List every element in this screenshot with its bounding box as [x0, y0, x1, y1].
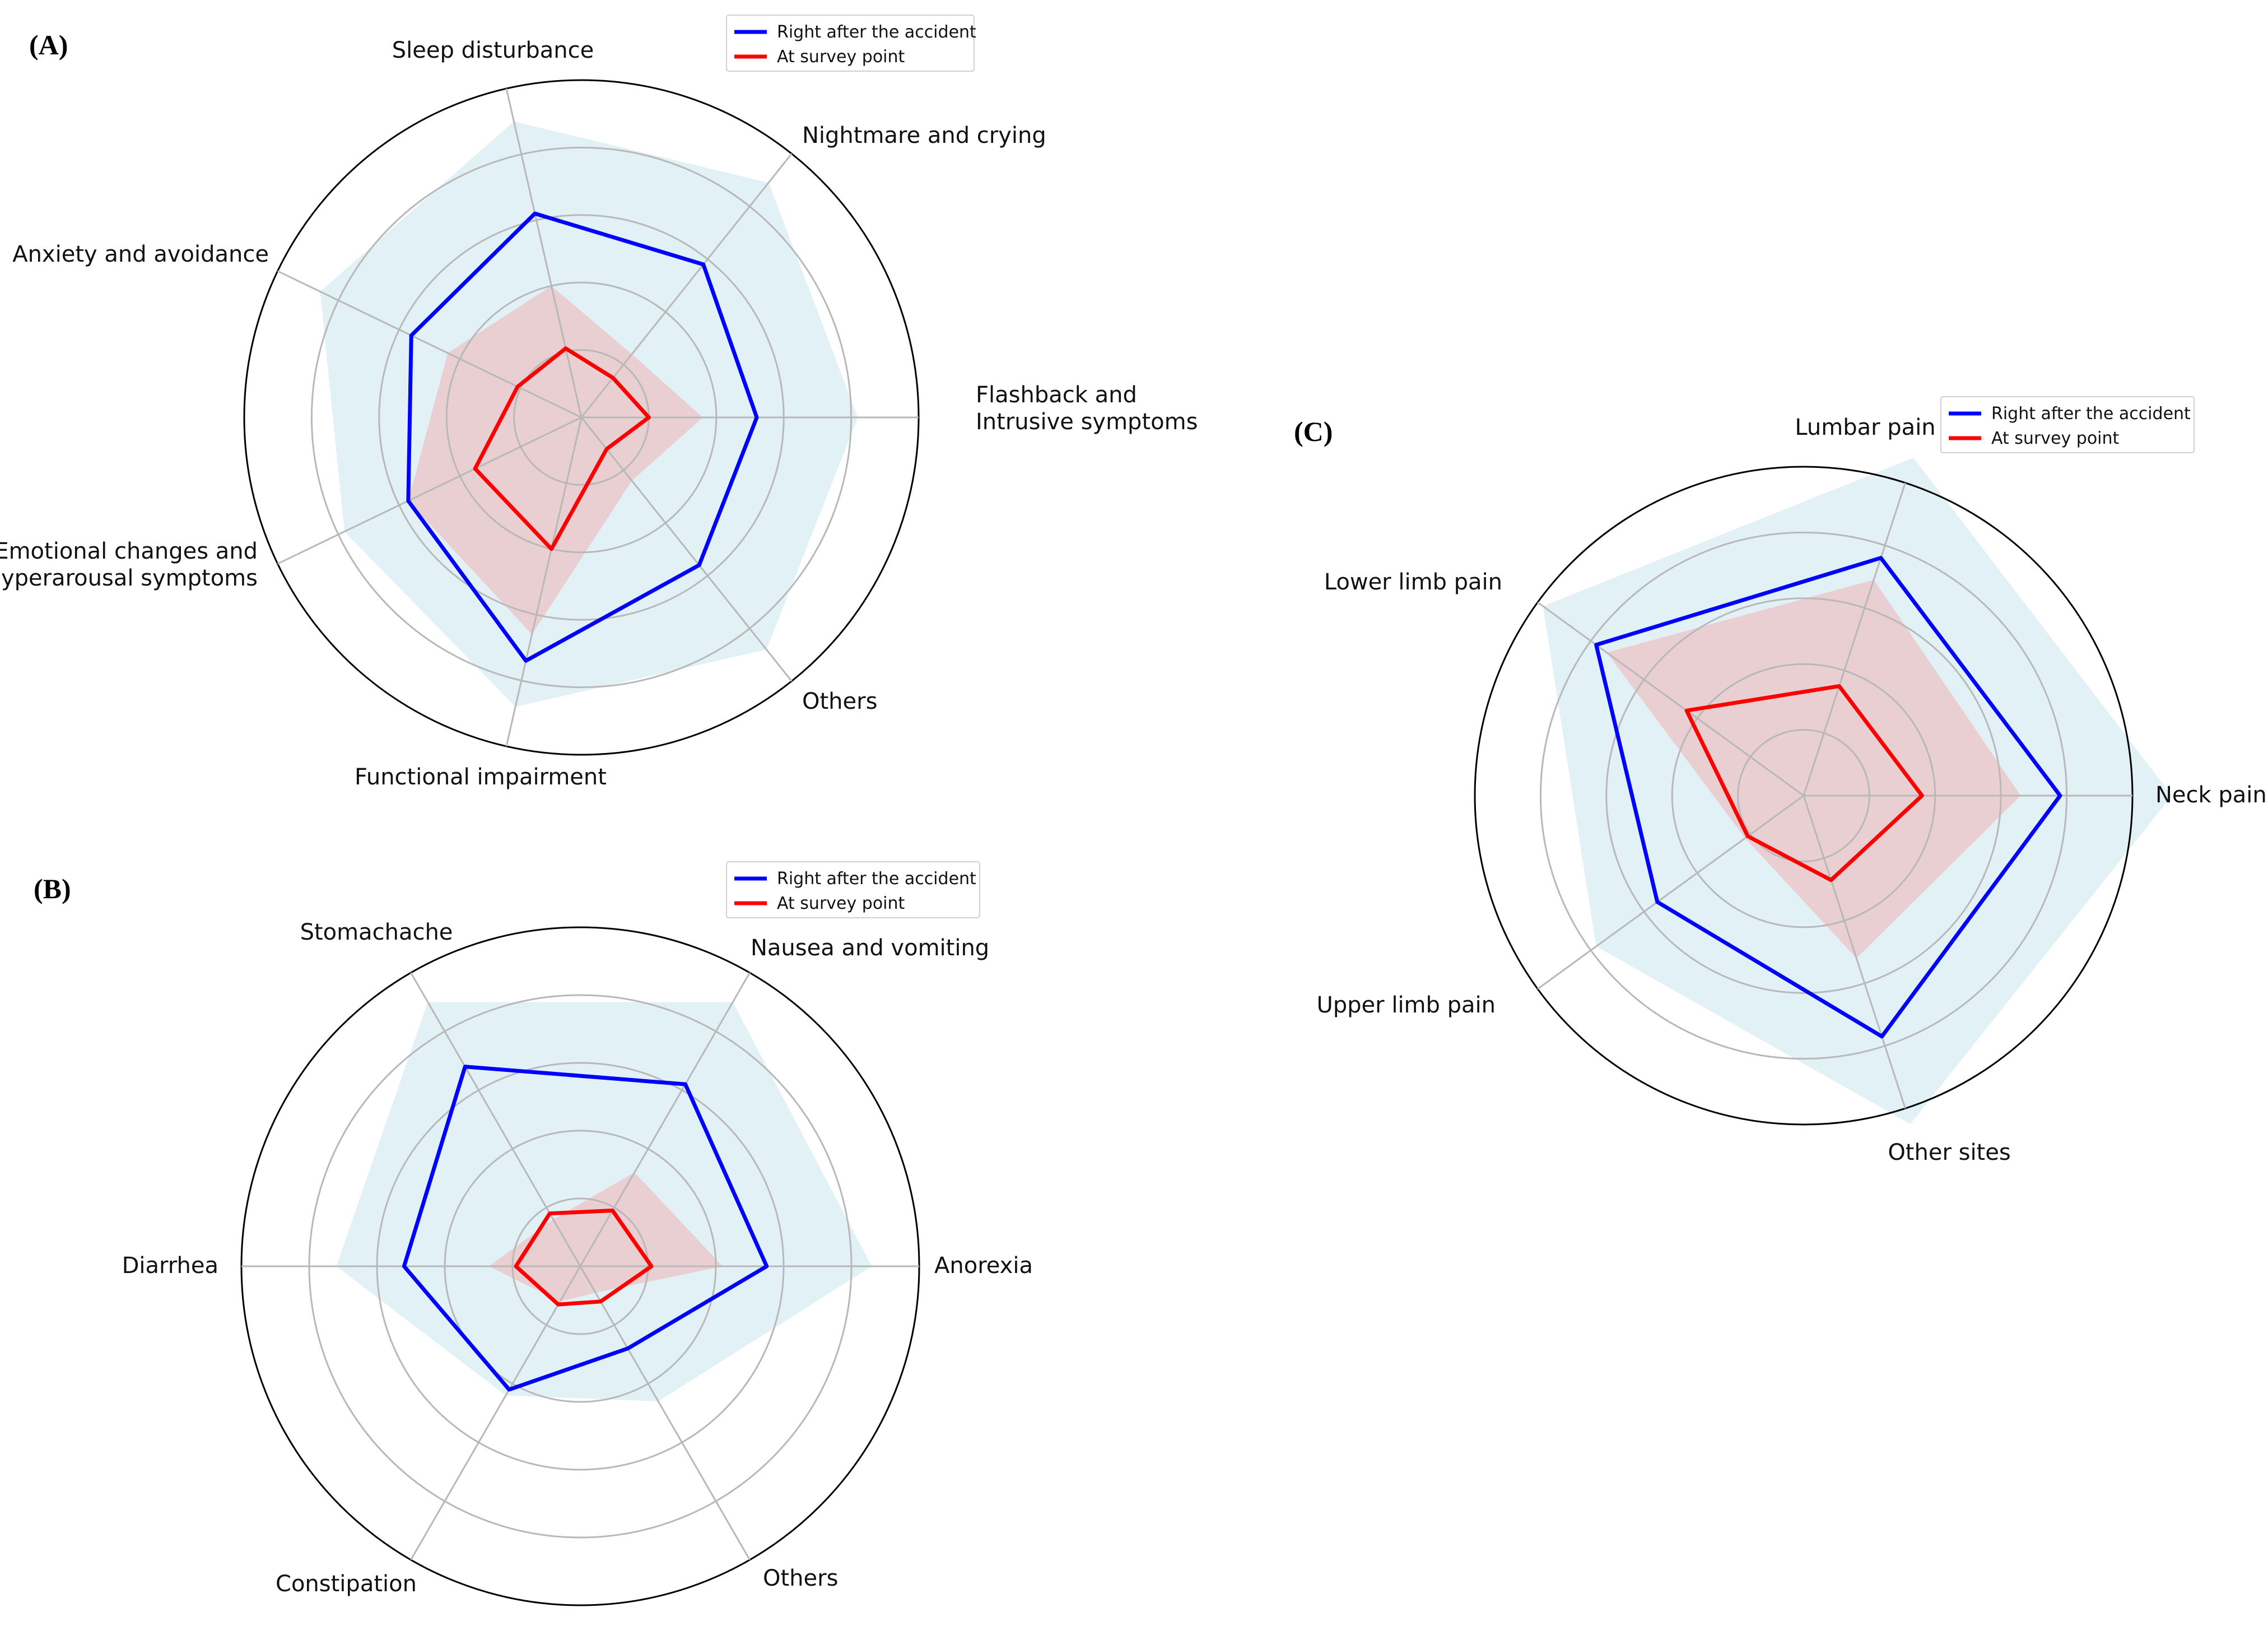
- axis-label-a-6: Others: [802, 689, 877, 714]
- radar-chart-c: (C) Neck pain Lumbar pain Lower limb pain Up…: [1294, 396, 2267, 1165]
- axis-label-a-0: Flashback and Intrusive symptoms: [976, 382, 1198, 435]
- spoke-a-1: [580, 153, 793, 418]
- series-line-c-at-survey-point: [1684, 684, 1924, 882]
- series-line-c-right-after-accident: [1594, 556, 2062, 1039]
- spoke-a-2: [505, 88, 583, 418]
- axis-label-a-2: Sleep disturbance: [392, 38, 594, 63]
- legend-entry: Right after the accident: [1991, 404, 2191, 424]
- legend-c: Right after the accident At survey point: [1940, 396, 2195, 453]
- radar-chart-a: (A) Flashback and Intrusive symptoms Nightm…: [0, 15, 1198, 790]
- spoke-a-5: [505, 417, 583, 747]
- axis-label-c-3: Upper limb pain: [1317, 992, 1496, 1018]
- panel-label-b: (B): [34, 873, 71, 904]
- panel-label-a: (A): [29, 29, 68, 61]
- spoke-a-4: [277, 416, 582, 565]
- legend-box: [726, 15, 975, 72]
- axis-label-b-2: Stomachache: [300, 919, 453, 945]
- band-c-0: [1543, 458, 2172, 1125]
- band-b-1: [488, 1172, 723, 1302]
- axis-label-c-2: Lower limb pain: [1324, 569, 1502, 595]
- spoke-b-5: [579, 1266, 751, 1560]
- legend-box: [1940, 396, 2195, 453]
- axis-label-a-3: Anxiety and avoidance: [12, 241, 269, 267]
- axis-label-b-0: Anorexia: [934, 1253, 1033, 1279]
- spoke-a-3: [277, 270, 582, 419]
- axis-label-c-1: Lumbar pain: [1795, 415, 1935, 440]
- axis-label-b-5: Others: [763, 1565, 838, 1591]
- axis-label-b-1: Nausea and vomiting: [751, 935, 989, 961]
- legend-entry: Right after the accident: [777, 869, 976, 889]
- spoke-c-4: [1803, 795, 1906, 1109]
- axis-label-a-1: Nightmare and crying: [802, 123, 1046, 148]
- series-line-a-right-after-accident: [406, 211, 759, 663]
- axis-label-c-0: Neck pain: [2155, 782, 2267, 808]
- spoke-a-6: [580, 417, 793, 682]
- spoke-c-3: [1537, 795, 1804, 990]
- legend-entry: At survey point: [777, 47, 905, 67]
- legend-box: [726, 861, 980, 918]
- spoke-b-4: [410, 1266, 581, 1560]
- axis-label-b-4: Constipation: [276, 1571, 417, 1597]
- series-line-b-right-after-accident: [402, 1065, 769, 1392]
- legend-entry: At survey point: [777, 894, 905, 913]
- axis-label-b-3: Diarrhea: [122, 1253, 218, 1279]
- series-line-b-at-survey-point: [514, 1208, 654, 1307]
- legend-entry: At survey point: [1991, 429, 2120, 448]
- band-a-1: [408, 286, 703, 635]
- spoke-b-1: [579, 972, 751, 1267]
- legend-a: Right after the accident At survey point: [726, 15, 976, 72]
- band-b-0: [336, 1002, 872, 1402]
- series-line-a-at-survey-point: [473, 346, 651, 551]
- axis-label-a-4: Emotional changes and hyperarousal sympto…: [0, 538, 258, 591]
- axis-label-c-4: Other sites: [1888, 1140, 2010, 1165]
- radar-chart-b: (B) Anorexia Nausea and vomiting Stomachach…: [34, 861, 1033, 1606]
- panel-label-c: (C): [1294, 416, 1333, 447]
- axis-label-a-5: Functional impairment: [355, 764, 607, 790]
- spoke-c-1: [1803, 482, 1906, 796]
- legend-b: Right after the accident At survey point: [726, 861, 980, 918]
- spoke-c-2: [1537, 601, 1804, 797]
- spoke-b-2: [410, 972, 581, 1267]
- legend-entry: Right after the accident: [777, 22, 976, 42]
